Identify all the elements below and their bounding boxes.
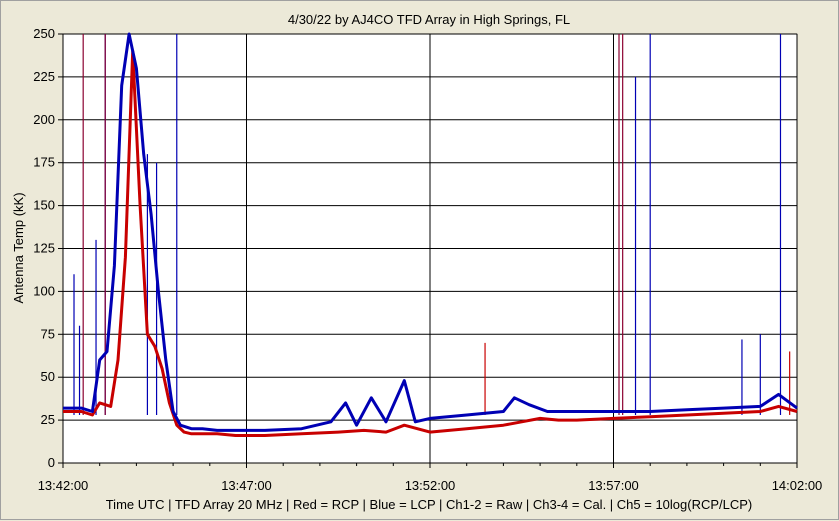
y-tick-label: 250 bbox=[33, 26, 55, 41]
y-tick-label: 125 bbox=[33, 241, 55, 256]
series-line-rcp bbox=[63, 49, 798, 437]
y-tick-label: 225 bbox=[33, 69, 55, 84]
x-tick-label: 13:42:00 bbox=[38, 478, 89, 493]
chart-title: 4/30/22 by AJ4CO TFD Array in High Sprin… bbox=[288, 12, 570, 27]
y-tick-label: 25 bbox=[41, 412, 55, 427]
x-tick-label: 13:47:00 bbox=[221, 478, 272, 493]
y-tick-label: 75 bbox=[41, 326, 55, 341]
y-tick-label: 150 bbox=[33, 198, 55, 213]
y-tick-label: 200 bbox=[33, 112, 55, 127]
y-tick-label: 50 bbox=[41, 369, 55, 384]
x-axis-label: Time UTC | TFD Array 20 MHz | Red = RCP … bbox=[106, 497, 753, 512]
y-tick-label: 175 bbox=[33, 155, 55, 170]
x-tick-label: 14:02:00 bbox=[772, 478, 823, 493]
y-tick-label: 100 bbox=[33, 283, 55, 298]
y-axis-label: Antenna Temp (kK) bbox=[11, 192, 26, 303]
y-tick-label: 0 bbox=[48, 455, 55, 470]
x-tick-label: 13:57:00 bbox=[588, 478, 639, 493]
series-line-lcp bbox=[63, 32, 798, 432]
x-tick-label: 13:52:00 bbox=[405, 478, 456, 493]
